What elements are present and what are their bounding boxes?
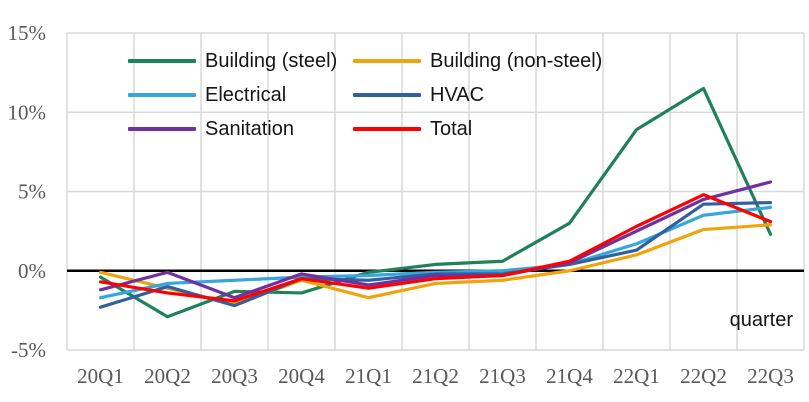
x-tick-label: 22Q3 (747, 364, 794, 388)
x-tick-label: 22Q2 (680, 364, 727, 388)
y-tick-label: -5% (11, 338, 46, 362)
y-tick-label: 15% (8, 21, 47, 45)
x-tick-label: 20Q3 (211, 364, 258, 388)
x-tick-label: 21Q2 (412, 364, 459, 388)
x-tick-label: 20Q1 (77, 364, 124, 388)
y-tick-label: 10% (8, 100, 47, 124)
x-tick-label: 20Q4 (278, 364, 325, 388)
x-tick-label: 20Q2 (144, 364, 191, 388)
x-tick-label: 22Q1 (613, 364, 660, 388)
x-tick-label: 21Q1 (345, 364, 392, 388)
x-axis-title: quarter (729, 309, 793, 331)
x-tick-label: 21Q4 (546, 364, 593, 388)
y-tick-label: 0% (18, 259, 46, 283)
y-tick-label: 5% (18, 180, 46, 204)
x-tick-label: 21Q3 (479, 364, 526, 388)
series-line-total (98, 193, 773, 303)
series-line-sanitation (98, 180, 773, 300)
